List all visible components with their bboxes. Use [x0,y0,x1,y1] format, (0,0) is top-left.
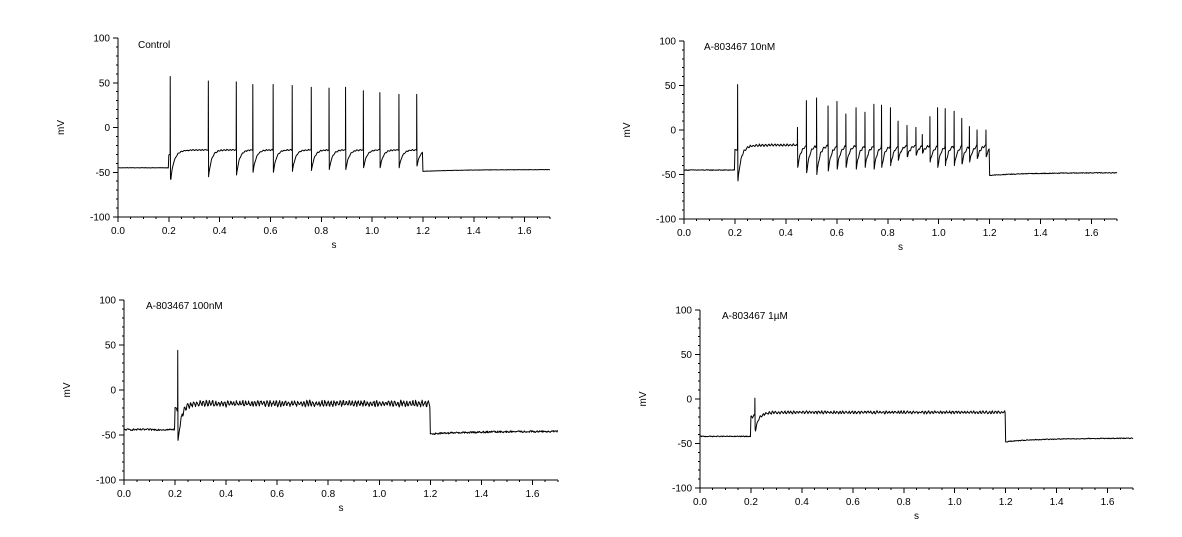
y-tick-label: -100 [672,484,692,495]
panel-label: A-803467 100nM [146,301,223,312]
y-tick-label: 100 [93,34,110,45]
voltage-trace [683,84,1118,182]
y-axis-title: mV [622,122,633,137]
x-tick-label: 0.4 [779,228,793,239]
panel-label: A-803467 10nM [704,42,775,53]
x-tick-label: 1.2 [999,497,1013,508]
x-tick-label: 0.4 [795,497,809,508]
x-tick-label: 0.0 [677,228,691,239]
y-tick-label: -50 [662,170,677,181]
y-tick-label: 100 [99,296,116,307]
x-tick-label: 1.4 [1050,497,1064,508]
x-tick-label: 1.6 [526,489,540,500]
y-tick-label: -50 [102,431,117,442]
x-tick-label: 1.2 [983,228,997,239]
y-tick-label: 0 [686,395,692,406]
y-tick-label: 0 [670,126,676,137]
x-tick-label: 1.6 [1085,228,1099,239]
y-tick-label: 0 [104,123,110,134]
x-tick-label: 0.2 [162,226,176,237]
x-tick-label: 0.8 [881,228,895,239]
x-tick-label: 1.6 [518,226,532,237]
y-tick-label: -50 [678,439,693,450]
y-tick-label: -100 [90,213,110,224]
x-axis-title: s [339,503,344,514]
x-tick-label: 0.0 [693,497,707,508]
y-tick-label: 50 [681,350,693,361]
x-tick-label: 1.4 [467,226,481,237]
x-tick-label: 0.2 [168,489,182,500]
x-tick-label: 0.6 [270,489,284,500]
chart-panel-4: -100 -50 0 50 100 0.0 0.2 0.4 0.6 0.8 1.0 1.2 1.4 1.6… [638,306,1134,522]
y-axis-title: mV [62,382,73,397]
x-axis-title: s [898,242,903,253]
chart-panel-3: -100 -50 0 50 100 0.0 0.2 0.4 0.6 0.8 1.0 1.2 1.4 1.6… [62,296,559,514]
voltage-trace [117,75,551,180]
y-tick-label: 0 [110,386,116,397]
x-tick-label: 1.4 [1034,228,1048,239]
x-tick-label: 1.0 [932,228,946,239]
x-tick-label: 1.4 [474,489,488,500]
y-tick-label: -100 [656,215,676,226]
voltage-trace [123,349,559,441]
y-axis-title: mV [56,120,67,135]
y-tick-label: -100 [96,476,116,487]
x-tick-label: 1.0 [948,497,962,508]
x-tick-label: 0.2 [728,228,742,239]
y-tick-label: 50 [105,341,117,352]
y-tick-label: 50 [99,78,111,89]
x-axis-title: s [332,240,337,251]
y-tick-label: 100 [659,37,676,48]
x-tick-label: 0.6 [846,497,860,508]
x-axis-title: s [914,511,919,522]
x-tick-label: 0.2 [744,497,758,508]
x-tick-label: 0.0 [111,226,125,237]
x-tick-label: 0.8 [314,226,328,237]
x-tick-label: 0.6 [264,226,278,237]
x-tick-label: 1.6 [1101,497,1115,508]
x-tick-label: 0.8 [897,497,911,508]
x-tick-label: 1.2 [416,226,430,237]
chart-panel-2: -100 -50 0 50 100 0.0 0.2 0.4 0.6 0.8 1.0 1.2 1.4 1.6… [622,37,1118,253]
panel-label: Control [138,40,170,51]
y-axis-title: mV [638,391,649,406]
x-tick-label: 0.6 [830,228,844,239]
x-tick-label: 1.2 [423,489,437,500]
y-tick-label: 100 [675,306,692,317]
panel-label: A-803467 1µM [722,311,788,322]
x-tick-label: 0.8 [321,489,335,500]
x-tick-label: 1.0 [365,226,379,237]
x-tick-label: 0.4 [219,489,233,500]
voltage-trace [699,397,1134,443]
x-tick-label: 0.0 [117,489,131,500]
chart-panel-1: -100 -50 0 50 100 0.0 0.2 0.4 0.6 0.8 1.0 1.2 1.4 1.6… [56,34,551,251]
x-tick-label: 1.0 [372,489,386,500]
y-tick-label: 50 [665,81,677,92]
x-tick-label: 0.4 [213,226,227,237]
y-tick-label: -50 [96,168,111,179]
